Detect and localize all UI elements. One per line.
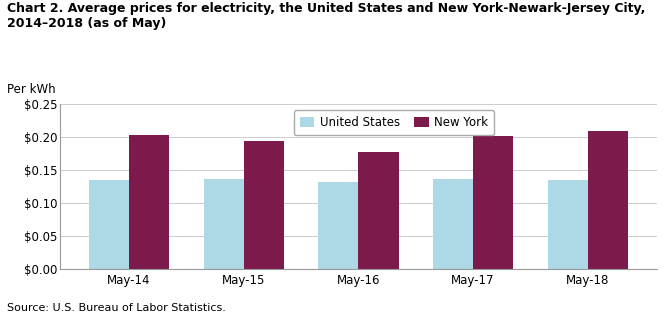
- Bar: [204, 179, 244, 269]
- Text: Chart 2. Average prices for electricity, the United States and New York-Newark-J: Chart 2. Average prices for electricity,…: [7, 2, 645, 30]
- Bar: [89, 180, 129, 269]
- Bar: [588, 131, 628, 269]
- Bar: [547, 180, 588, 269]
- Bar: [358, 152, 399, 269]
- Bar: [473, 137, 513, 269]
- Bar: [318, 182, 358, 269]
- Text: Per kWh: Per kWh: [7, 83, 56, 96]
- Bar: [433, 179, 473, 269]
- Bar: [244, 141, 284, 269]
- Bar: [129, 135, 170, 269]
- Text: Source: U.S. Bureau of Labor Statistics.: Source: U.S. Bureau of Labor Statistics.: [7, 303, 226, 313]
- Legend: United States, New York: United States, New York: [294, 110, 494, 135]
